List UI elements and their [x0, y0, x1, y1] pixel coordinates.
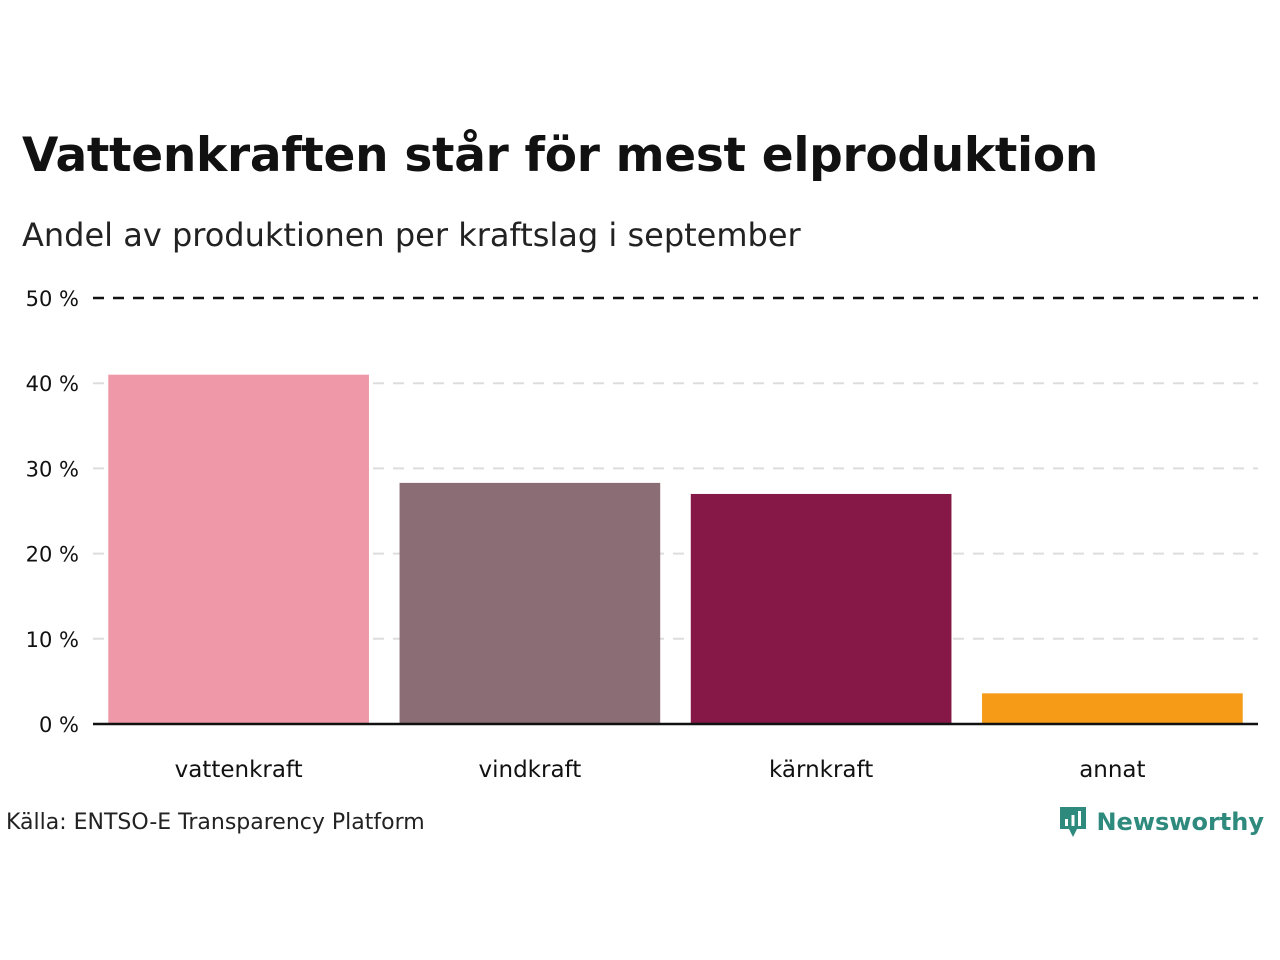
- logo-text: Newsworthy: [1096, 808, 1264, 836]
- chart-subtitle: Andel av produktionen per kraftslag i se…: [22, 216, 801, 254]
- y-tick-label: 10 %: [26, 628, 79, 652]
- y-tick-label: 20 %: [26, 543, 79, 567]
- bar: [399, 482, 661, 724]
- bar: [108, 374, 369, 724]
- x-tick-label: vindkraft: [478, 757, 581, 783]
- newsworthy-logo: Newsworthy: [1058, 804, 1264, 840]
- axis-layer: 0 % 10 % 20 % 30 % 40 % 50 % vattenkraft vindkr…: [26, 287, 1258, 783]
- y-tick-label: 0 %: [39, 713, 79, 737]
- y-tick-label: 40 %: [26, 372, 79, 396]
- bar: [982, 693, 1243, 724]
- bar-layer: [108, 374, 1243, 724]
- y-tick-label: 50 %: [26, 287, 79, 311]
- y-tick-label: 30 %: [26, 457, 79, 481]
- chart-title: Vattenkraften står för mest elproduktion: [22, 128, 1098, 183]
- grid-layer: [93, 296, 1258, 640]
- x-tick-label: kärnkraft: [769, 757, 873, 783]
- bar: [690, 493, 952, 724]
- x-tick-label: annat: [1079, 757, 1145, 783]
- newsworthy-logo-icon: [1060, 807, 1087, 837]
- x-tick-label: vattenkraft: [175, 757, 303, 783]
- source-note: Källa: ENTSO-E Transparency Platform: [6, 810, 425, 835]
